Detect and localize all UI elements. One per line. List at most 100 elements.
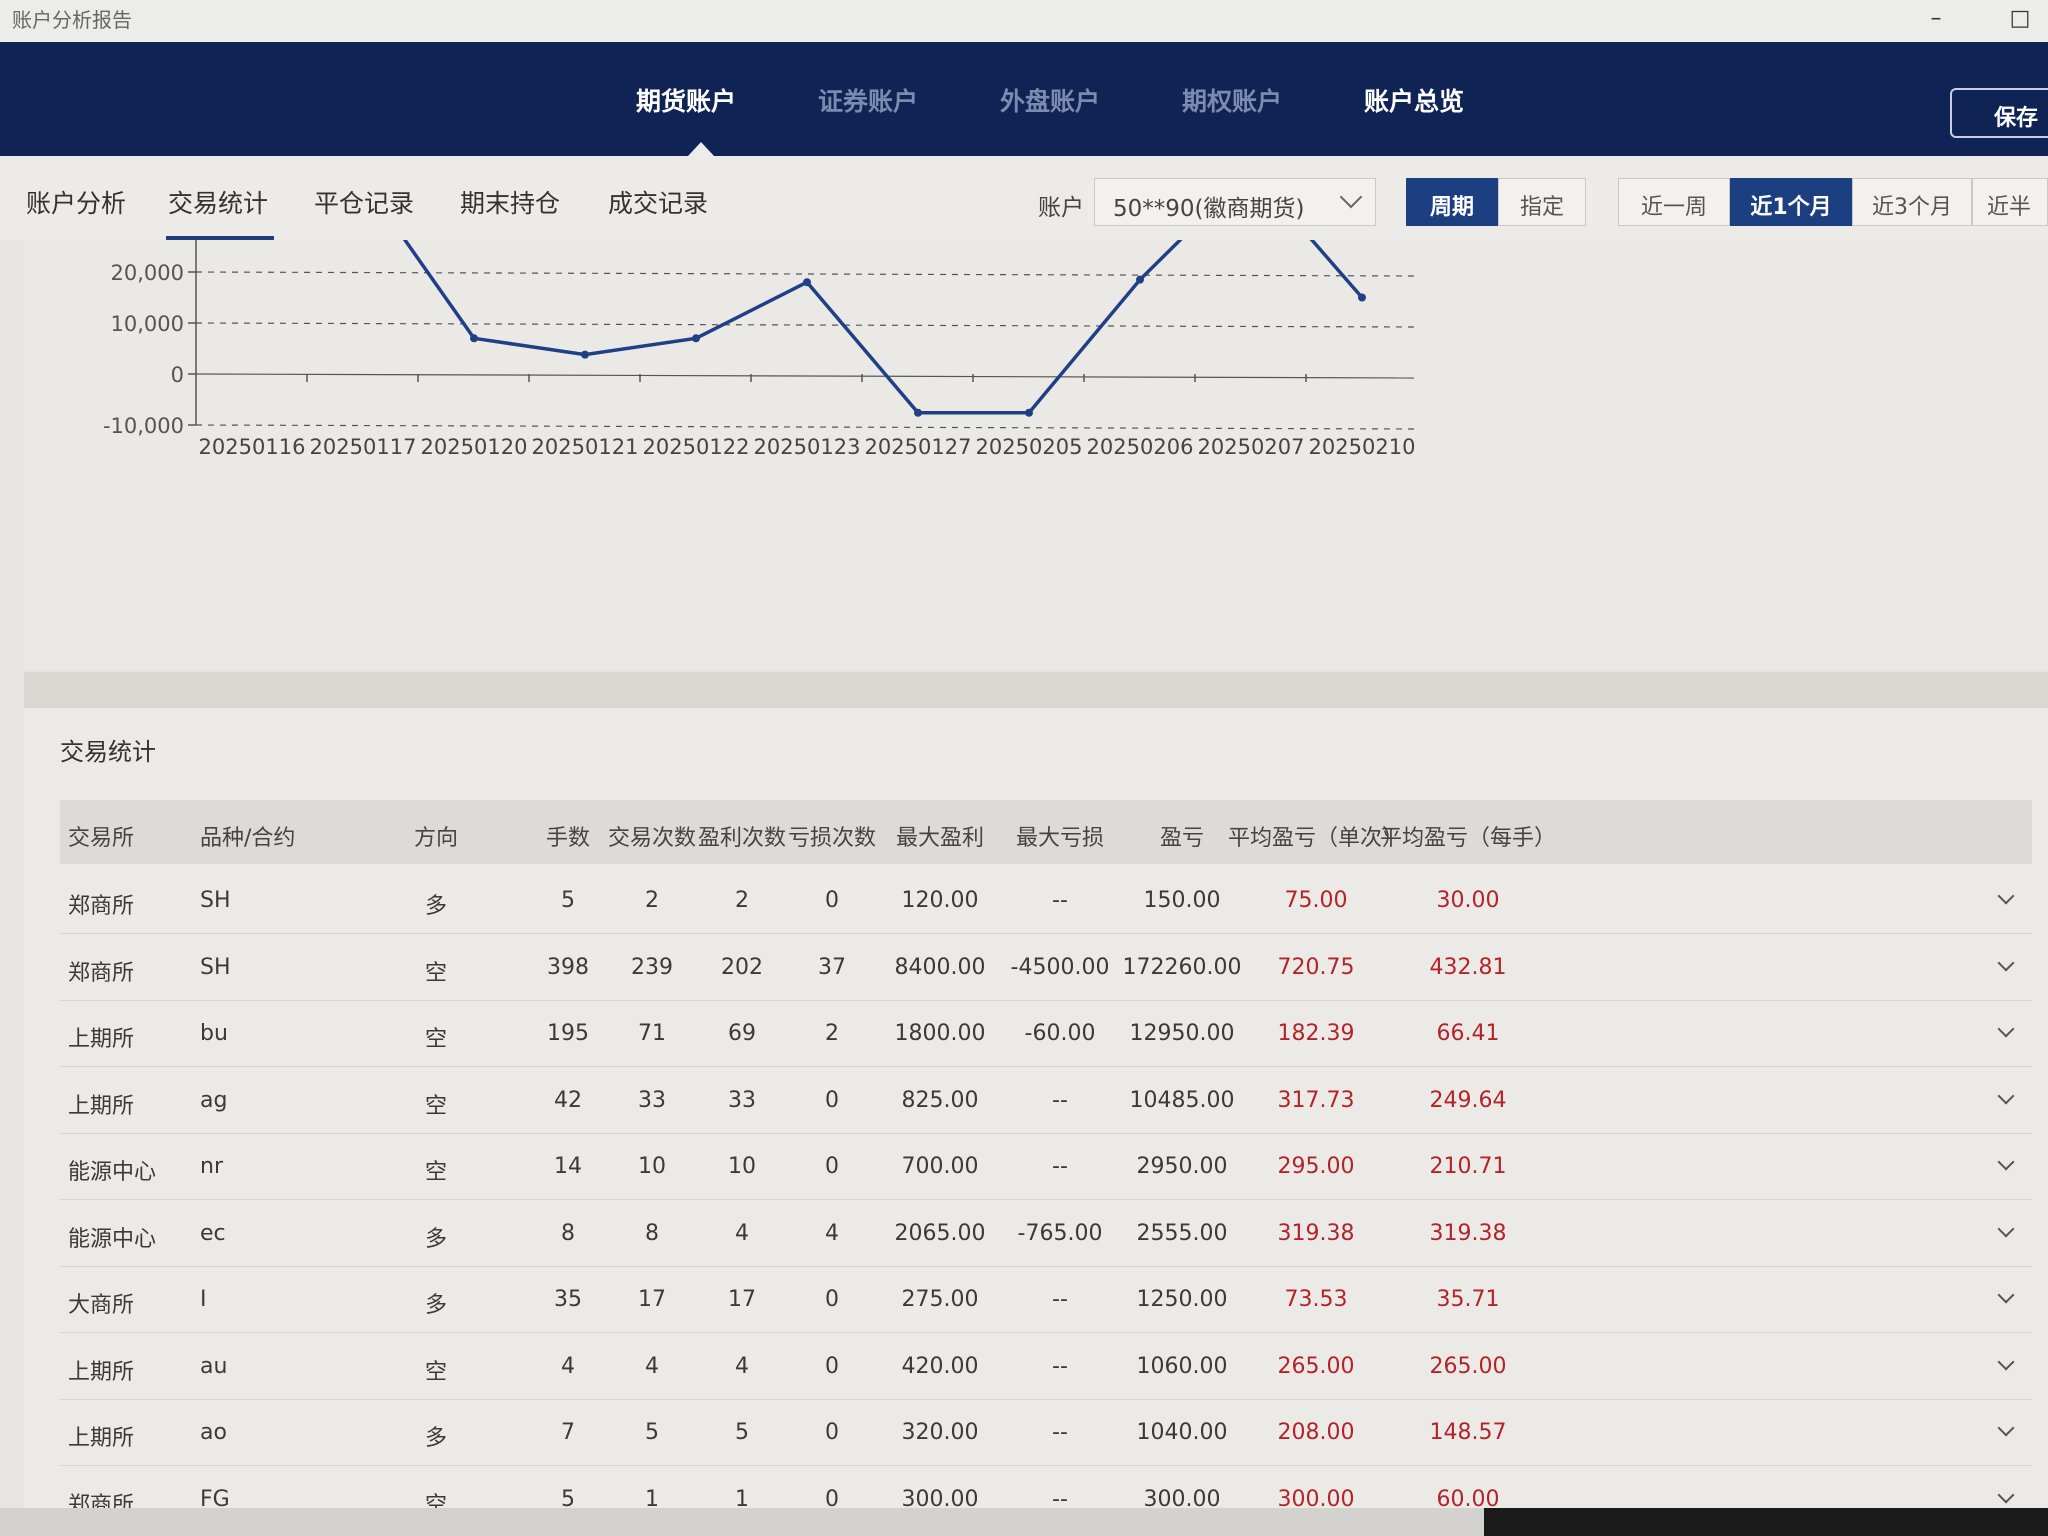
cell-contract: SH xyxy=(200,888,231,913)
expand-chevron-icon[interactable] xyxy=(1997,1286,2015,1304)
data-point[interactable] xyxy=(914,408,922,417)
cell-pnl: 1040.00 xyxy=(1136,1420,1228,1445)
data-point[interactable] xyxy=(1025,408,1033,417)
expand-chevron-icon[interactable] xyxy=(1997,1419,2015,1437)
cell-win-count: 202 xyxy=(721,954,763,980)
table-row[interactable]: 上期所 ao 多 7 5 5 0 320.00 -- 1040.00 208.00 148.57 xyxy=(60,1400,2032,1466)
table-row[interactable]: 能源中心 nr 空 14 10 10 0 700.00 -- 2950.00 295.00 210.7… xyxy=(60,1134,2032,1200)
expand-chevron-icon[interactable] xyxy=(1997,1220,2015,1237)
cell-exchange: 郑商所 xyxy=(68,894,135,919)
gridline xyxy=(195,271,1415,277)
cell-contract: FG xyxy=(200,1486,230,1512)
cell-trade-count: 10 xyxy=(638,1154,666,1179)
minimize-icon[interactable]: – xyxy=(1930,6,1942,31)
cell-loss-count: 0 xyxy=(825,1486,839,1512)
subtab-ending-positions[interactable]: 期末持仓 xyxy=(460,189,561,218)
cell-exchange: 能源中心 xyxy=(68,1160,157,1185)
chevron-down-icon xyxy=(1339,185,1363,209)
account-select[interactable]: 50**90(徽商期货) xyxy=(1094,178,1376,226)
cell-win-count: 69 xyxy=(728,1021,756,1046)
cell-direction: 空 xyxy=(424,1359,448,1385)
cell-max-profit: 120.00 xyxy=(901,888,979,913)
tab-foreign-account[interactable]: 外盘账户 xyxy=(1000,87,1101,116)
subtab-account-analysis[interactable]: 账户分析 xyxy=(26,189,127,218)
equity-line-chart: 30,00020,00010,0000-10,00020250116202501… xyxy=(103,240,1415,459)
range-3month-button[interactable]: 近3个月 xyxy=(1852,178,1972,226)
cell-pnl: 1060.00 xyxy=(1136,1353,1228,1379)
expand-chevron-icon[interactable] xyxy=(1997,1153,2015,1171)
gridline xyxy=(195,373,1415,379)
cell-direction: 多 xyxy=(424,894,448,919)
x-tick-label: 20250205 xyxy=(976,435,1083,459)
tab-securities-account[interactable]: 证券账户 xyxy=(818,87,919,116)
expand-chevron-icon[interactable] xyxy=(1997,887,2015,905)
data-point[interactable] xyxy=(1136,275,1144,284)
cell-exchange: 大商所 xyxy=(68,1293,135,1318)
cell-avg-pnl-per-lot: 265.00 xyxy=(1429,1353,1507,1379)
cell-max-profit: 825.00 xyxy=(901,1087,979,1113)
table-row[interactable]: 大商所 I 多 35 17 17 0 275.00 -- 1250.00 73.53 35.71 xyxy=(60,1267,2032,1333)
table-row[interactable]: 上期所 ag 空 42 33 33 0 825.00 -- 10485.00 317.73 249.6… xyxy=(60,1068,2032,1134)
table-row[interactable]: 郑商所 SH 空 398 239 202 37 8400.00 -4500.00 172260.0… xyxy=(60,935,2032,1001)
cell-win-count: 17 xyxy=(728,1287,756,1312)
cell-avg-pnl-per-trade: 720.75 xyxy=(1277,954,1355,980)
y-tick-label: 20,000 xyxy=(111,261,184,285)
expand-chevron-icon[interactable] xyxy=(1997,1020,2015,1038)
cell-loss-count: 37 xyxy=(818,954,846,980)
cell-contract: nr xyxy=(200,1154,223,1179)
cell-direction: 空 xyxy=(424,1027,448,1052)
cell-win-count: 1 xyxy=(735,1486,749,1512)
data-point[interactable] xyxy=(692,334,700,343)
table-row[interactable]: 郑商所 SH 多 5 2 2 0 120.00 -- 150.00 75.00 30.00 xyxy=(60,868,2032,934)
subtab-trade-records[interactable]: 成交记录 xyxy=(608,189,709,218)
stats-panel: 交易统计 交易所 品种/合约 方向 手数 交易次数 盈利次数 亏损次数 最大盈利 最大亏损 盈亏平… xyxy=(24,708,2048,1536)
tab-futures-account[interactable]: 期货账户 xyxy=(636,87,737,116)
col-header-pnl: 盈亏 xyxy=(1159,826,1205,851)
cell-loss-count: 0 xyxy=(825,1087,839,1113)
expand-chevron-icon[interactable] xyxy=(1997,1353,2015,1370)
cell-win-count: 4 xyxy=(735,1220,749,1246)
y-tick-label: -10,000 xyxy=(103,414,184,438)
cell-pnl: 10485.00 xyxy=(1129,1087,1235,1113)
cell-avg-pnl-per-trade: 73.53 xyxy=(1284,1287,1348,1312)
cell-direction: 空 xyxy=(424,960,448,986)
cell-trade-count: 5 xyxy=(645,1420,659,1445)
mode-period-button[interactable]: 周期 xyxy=(1406,178,1498,226)
data-point[interactable] xyxy=(581,350,589,359)
expand-chevron-icon[interactable] xyxy=(1997,1087,2015,1104)
title-bar: 账户分析报告 – □ xyxy=(0,0,2048,42)
expand-chevron-icon[interactable] xyxy=(1997,1486,2015,1503)
subtab-close-records[interactable]: 平仓记录 xyxy=(314,189,415,218)
col-header-avg-pnl-per-trade: 平均盈亏（单次） xyxy=(1227,826,1405,851)
data-point[interactable] xyxy=(470,334,478,343)
range-1month-button[interactable]: 近1个月 xyxy=(1730,178,1852,226)
cell-avg-pnl-per-lot: 210.71 xyxy=(1429,1154,1507,1179)
tab-account-overview[interactable]: 账户总览 xyxy=(1364,87,1465,116)
maximize-icon[interactable]: □ xyxy=(2009,6,2031,31)
stats-table-header: 交易所 品种/合约 方向 手数 交易次数 盈利次数 亏损次数 最大盈利 最大亏损 盈亏 平均盈亏（单… xyxy=(60,800,2032,864)
cell-contract: ec xyxy=(200,1220,226,1246)
range-halfyear-button[interactable]: 近半年 xyxy=(1972,178,2048,226)
cell-max-loss: -- xyxy=(1052,888,1068,913)
save-button[interactable]: 保存 xyxy=(1950,88,2048,138)
cell-max-profit: 1800.00 xyxy=(894,1021,986,1046)
cell-trade-count: 33 xyxy=(638,1087,666,1113)
cell-avg-pnl-per-trade: 300.00 xyxy=(1277,1486,1355,1512)
cell-pnl: 150.00 xyxy=(1143,888,1221,913)
table-row[interactable]: 上期所 bu 空 195 71 69 2 1800.00 -60.00 12950.00 182.3… xyxy=(60,1001,2032,1067)
gridline xyxy=(195,322,1415,328)
data-point[interactable] xyxy=(1358,293,1366,302)
cell-lots: 7 xyxy=(561,1420,575,1445)
expand-chevron-icon[interactable] xyxy=(1997,954,2015,971)
cell-max-loss: -- xyxy=(1052,1420,1068,1445)
mode-custom-button[interactable]: 指定 xyxy=(1498,178,1586,226)
data-point[interactable] xyxy=(803,278,811,287)
cell-direction: 空 xyxy=(424,1093,448,1119)
table-row[interactable]: 能源中心 ec 多 8 8 4 4 2065.00 -765.00 2555.00 319.38 31… xyxy=(60,1201,2032,1267)
subtab-trade-statistics[interactable]: 交易统计 xyxy=(168,189,269,218)
account-label: 账户 xyxy=(1038,195,1084,221)
tab-options-account[interactable]: 期权账户 xyxy=(1182,87,1283,116)
cell-lots: 5 xyxy=(561,888,575,913)
table-row[interactable]: 上期所 au 空 4 4 4 0 420.00 -- 1060.00 265.00 265.00 xyxy=(60,1334,2032,1400)
range-week-button[interactable]: 近一周 xyxy=(1618,178,1730,226)
